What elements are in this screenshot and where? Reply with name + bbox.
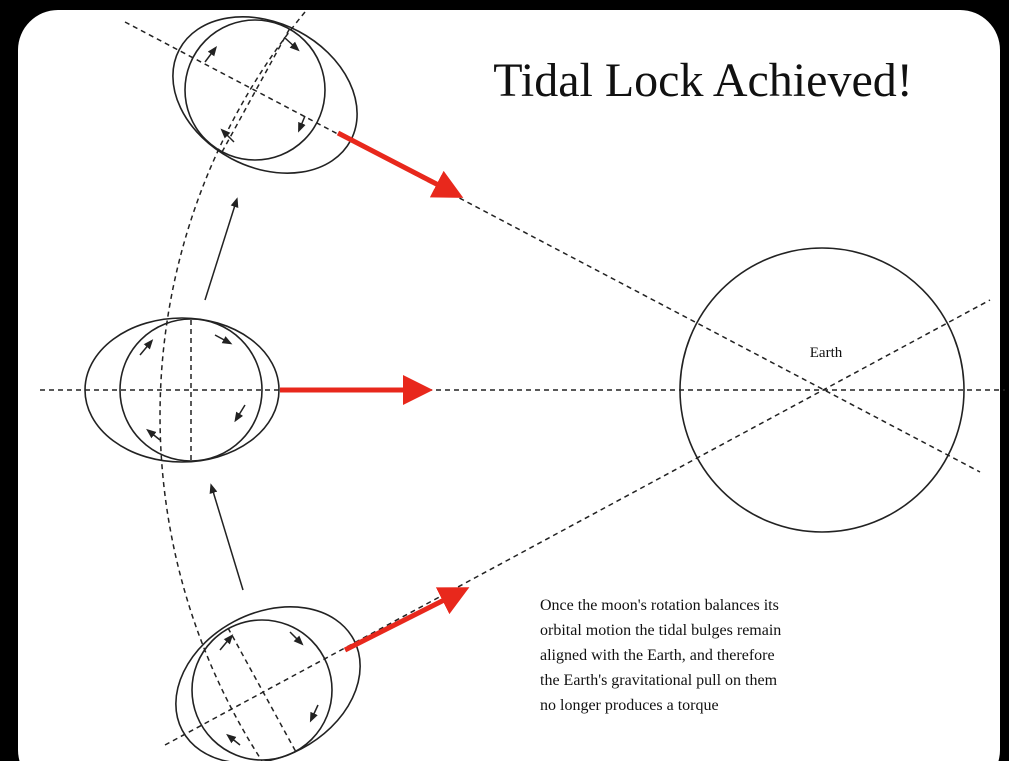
title: Tidal Lock Achieved! (493, 54, 912, 107)
earth (679, 247, 965, 533)
panel (18, 10, 1000, 761)
orbit-arrows (204, 197, 244, 591)
moon-bottom (175, 606, 361, 761)
caption-line: no longer produces a torque (540, 697, 719, 714)
caption-line: the Earth's gravitational pull on them (540, 672, 778, 689)
pull-arrows (280, 130, 470, 653)
caption-line: aligned with the Earth, and therefore (540, 647, 775, 664)
caption-line: orbital motion the tidal bulges remain (540, 622, 781, 639)
caption-line: Once the moon's rotation balances its (540, 597, 779, 614)
guides (40, 11, 1005, 761)
moon-middle (84, 317, 280, 463)
caption: Once the moon's rotation balances its or… (540, 597, 781, 714)
earth-label: Earth (810, 345, 843, 361)
